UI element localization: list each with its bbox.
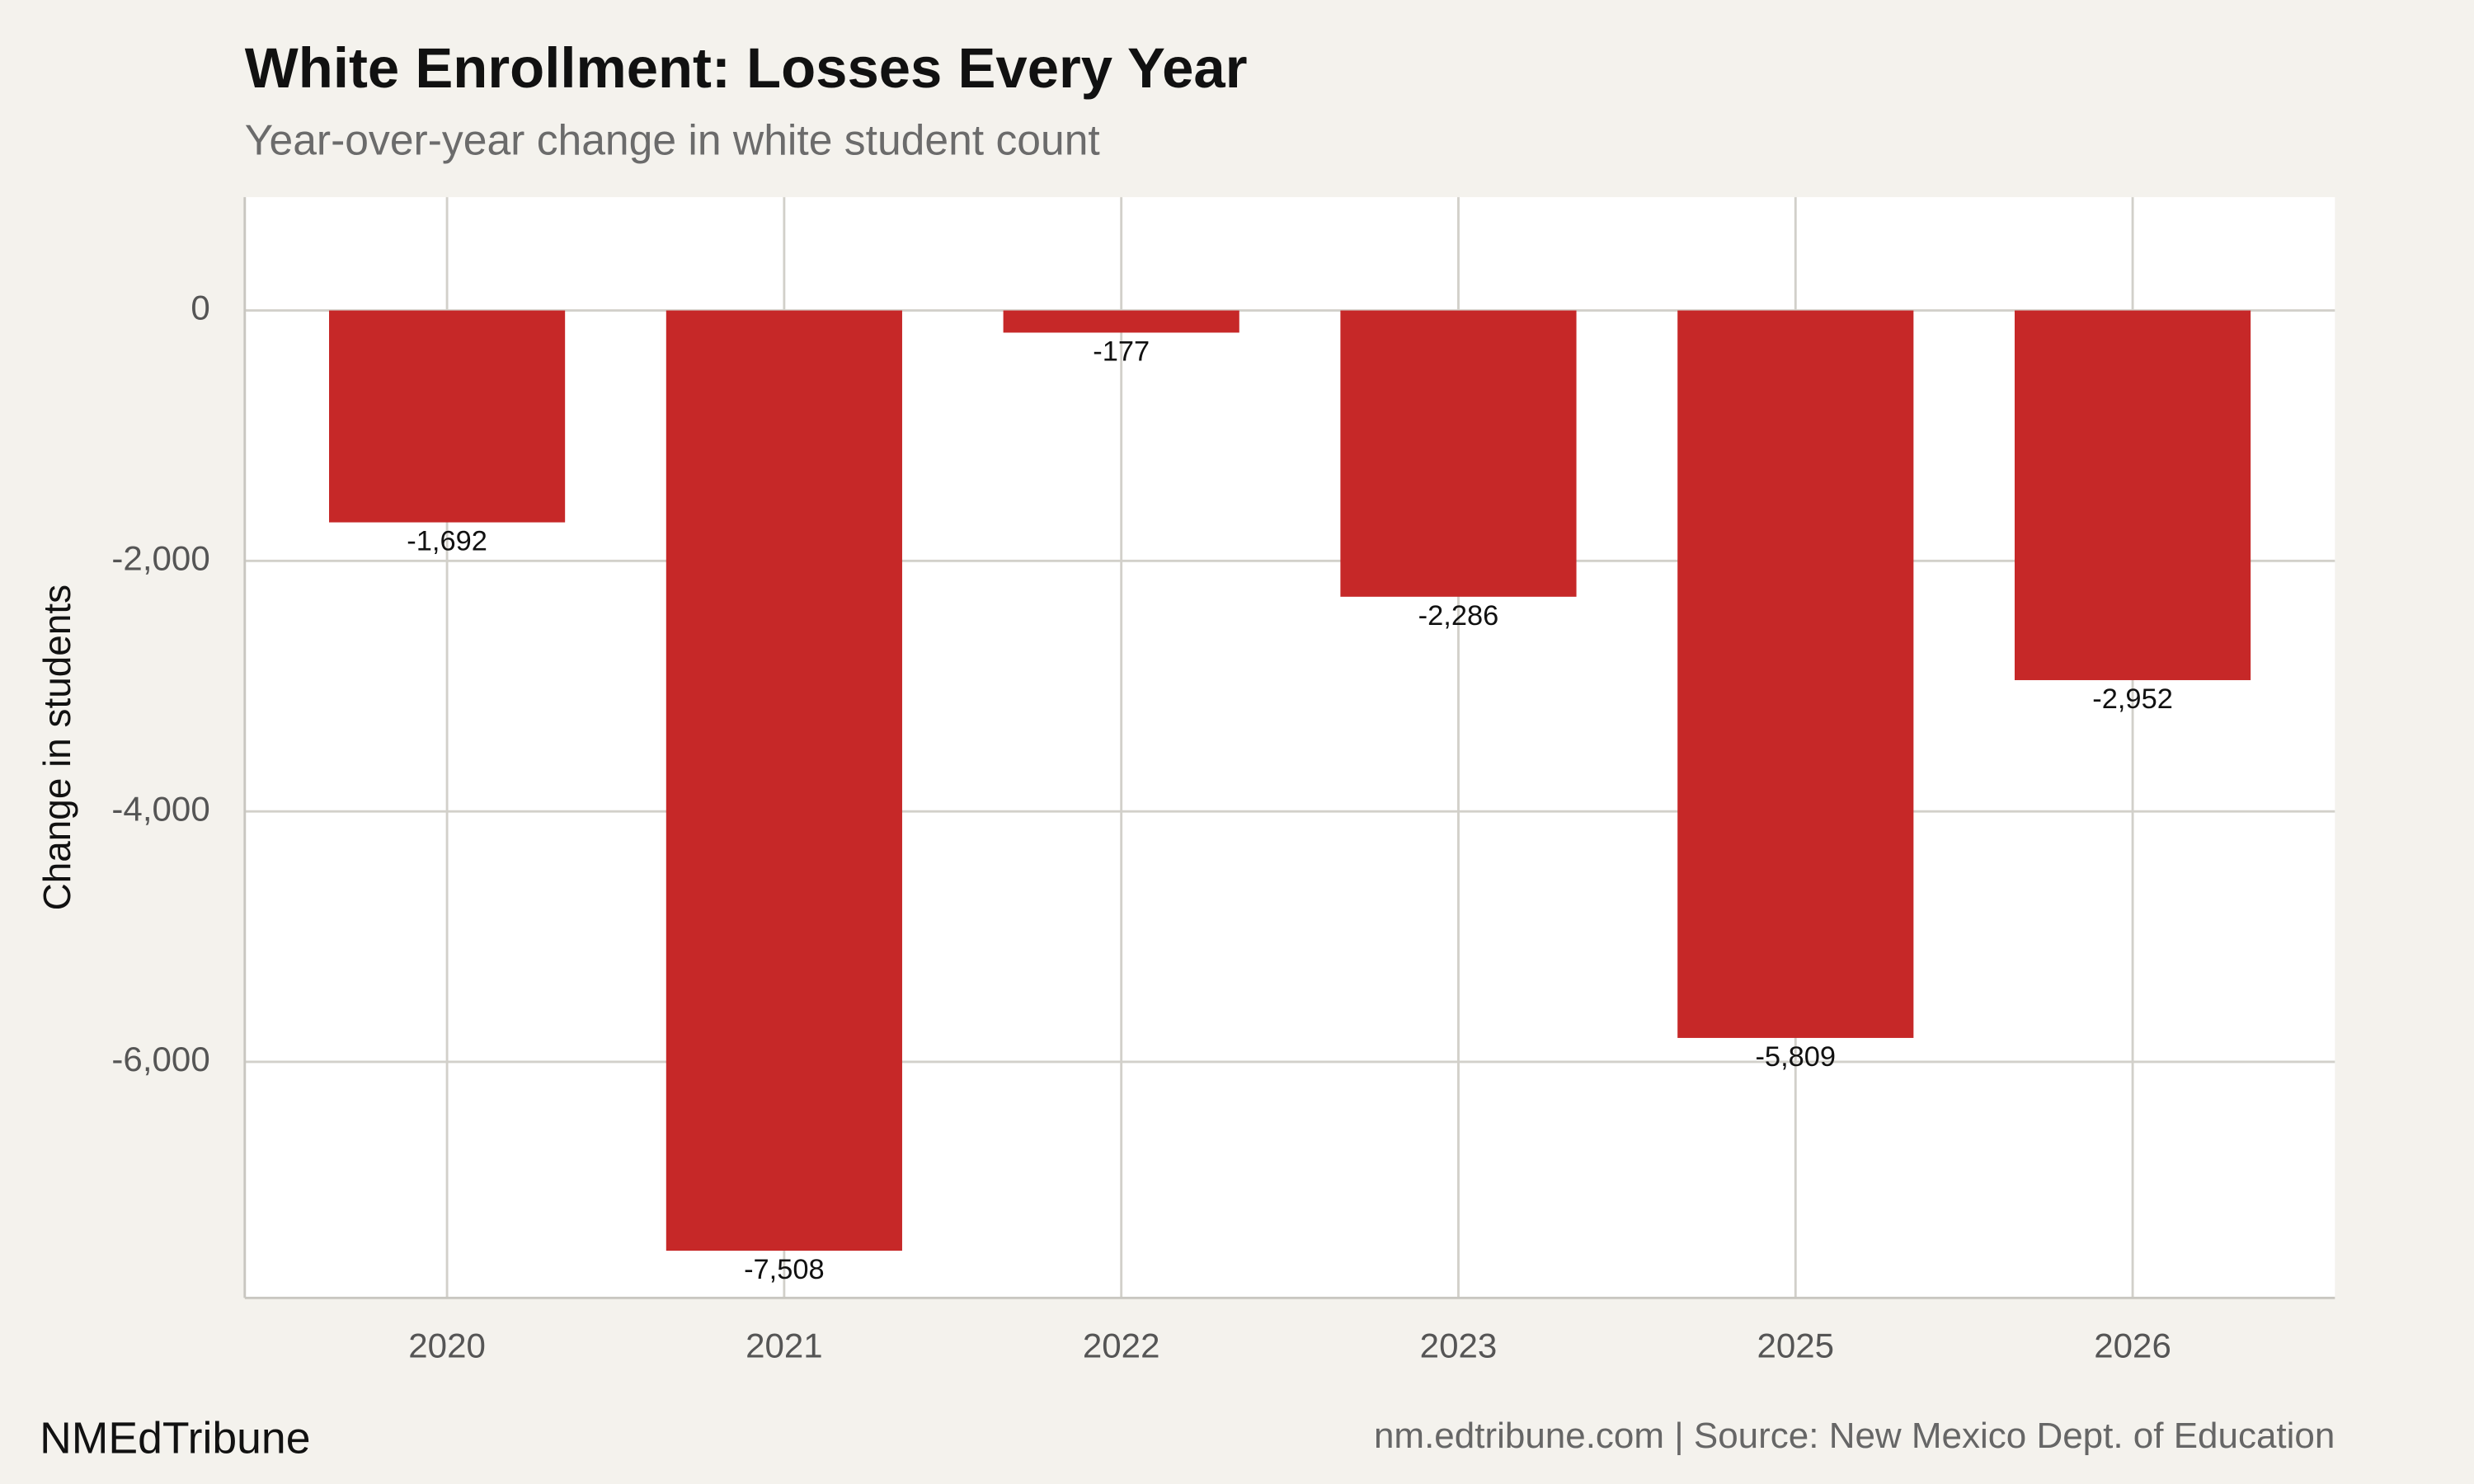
x-tick-label: 2020 [408,1327,486,1365]
data-label: -7,508 [744,1254,825,1285]
x-tick-label: 2023 [1420,1327,1498,1365]
x-tick-label: 2021 [745,1327,823,1365]
data-label: -177 [1093,336,1150,367]
source: nm.edtribune.com | Source: New Mexico De… [1374,1416,2335,1456]
y-tick-label: -6,000 [111,1040,209,1078]
brand: NMEdTribune [40,1414,310,1463]
bar [1340,310,1577,597]
y-tick-label: -4,000 [111,789,209,828]
y-axis-label: Change in students [35,585,78,910]
plot-panel [244,197,2335,1298]
data-label: -1,692 [407,526,487,557]
bar [666,310,902,1252]
x-tick-label: 2025 [1757,1327,1834,1365]
data-label: -2,952 [2092,683,2173,715]
data-label: -5,809 [1755,1041,1836,1073]
chart-subtitle: Year-over-year change in white student c… [245,116,1100,164]
x-tick-label: 2022 [1083,1327,1160,1365]
bar [329,310,566,523]
y-tick-label: -2,000 [111,538,209,577]
data-label: -2,286 [1418,600,1499,632]
chart-title: White Enrollment: Losses Every Year [245,36,1248,100]
y-tick-label: 0 [190,289,209,327]
marks [329,310,2251,1252]
bar [2014,310,2251,680]
x-tick-label: 2026 [2094,1327,2171,1365]
bar [1003,310,1239,333]
bar [1677,310,1914,1038]
